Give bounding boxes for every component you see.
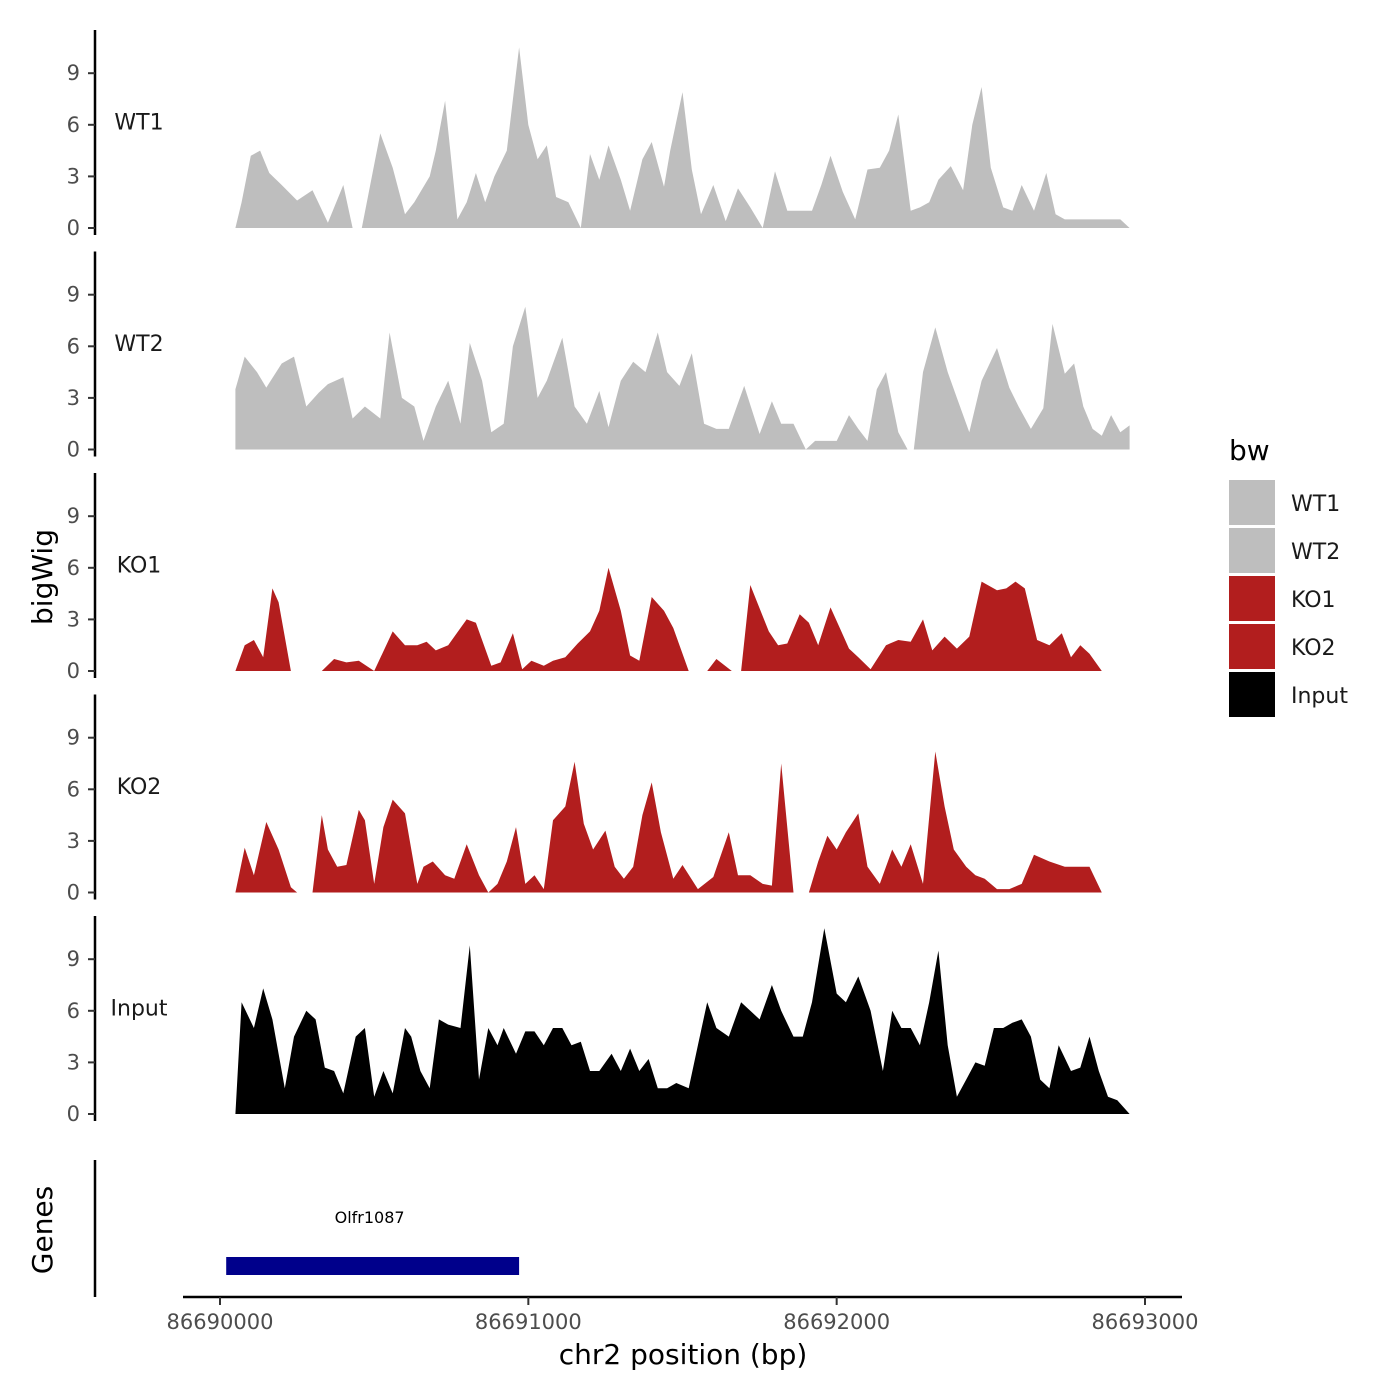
y-tick-label-wt1-0: 0 bbox=[67, 216, 80, 240]
y-tick-label-wt1-6: 6 bbox=[67, 113, 80, 137]
y-tick-label-ko1-0: 0 bbox=[67, 659, 80, 683]
genes-panel: Olfr1087 bbox=[93, 1160, 520, 1297]
y-tick-label-ko2-3: 3 bbox=[67, 829, 80, 853]
legend-label-input: Input bbox=[1291, 684, 1348, 709]
y-tick-label-wt2-9: 9 bbox=[67, 283, 80, 307]
legend-label-ko2: KO2 bbox=[1291, 636, 1336, 661]
x-tick-label-86690000: 86690000 bbox=[167, 1310, 274, 1334]
legend-key-input bbox=[1229, 672, 1275, 717]
y-tick-label-input-3: 3 bbox=[67, 1050, 80, 1074]
y-tick-label-wt1-3: 3 bbox=[67, 164, 80, 188]
legend-label-wt2: WT2 bbox=[1291, 540, 1340, 565]
legend: bw WT1 WT2 KO1 KO2 Input bbox=[1229, 434, 1348, 717]
track-ko2: 0 3 6 9 KO2 bbox=[67, 694, 1130, 905]
y-tick-label-ko1-9: 9 bbox=[67, 504, 80, 528]
gene-bar-olfr1087 bbox=[226, 1257, 520, 1275]
tracks-layer: 0 3 6 9 WT1 0 3 6 9 WT2 0 3 6 9 KO1 0 3 6 9 KO2 0 3 6 9 Input bbox=[67, 30, 1130, 1126]
genes-axis-title: Genes bbox=[26, 1186, 59, 1274]
legend-label-ko1: KO1 bbox=[1291, 588, 1336, 613]
area-wt2 bbox=[235, 306, 1130, 450]
x-tick-label-86693000: 86693000 bbox=[1092, 1310, 1199, 1334]
x-tick-label-86692000: 86692000 bbox=[783, 1310, 890, 1334]
y-tick-label-ko1-3: 3 bbox=[67, 607, 80, 631]
legend-key-ko1 bbox=[1229, 576, 1275, 621]
track-wt2: 0 3 6 9 WT2 bbox=[67, 251, 1130, 462]
y-tick-label-ko2-6: 6 bbox=[67, 777, 80, 801]
y-tick-label-ko2-0: 0 bbox=[67, 881, 80, 905]
area-input bbox=[235, 928, 1130, 1114]
y-tick-label-input-9: 9 bbox=[67, 947, 80, 971]
area-wt1 bbox=[235, 47, 1130, 229]
area-ko2 bbox=[235, 751, 1130, 893]
y-axis-title: bigWig bbox=[26, 529, 59, 625]
track-label-wt1: WT1 bbox=[114, 110, 163, 135]
y-tick-label-input-0: 0 bbox=[67, 1102, 80, 1126]
legend-key-ko2 bbox=[1229, 624, 1275, 669]
legend-key-wt2 bbox=[1229, 528, 1275, 573]
y-tick-label-ko1-6: 6 bbox=[67, 556, 80, 580]
track-label-ko1: KO1 bbox=[117, 553, 162, 578]
gene-label-olfr1087: Olfr1087 bbox=[335, 1208, 405, 1227]
y-tick-label-wt2-0: 0 bbox=[67, 438, 80, 462]
track-label-input: Input bbox=[111, 996, 168, 1021]
legend-key-wt1 bbox=[1229, 480, 1275, 525]
x-axis: 86690000 86691000 86692000 86693000 bbox=[167, 1295, 1199, 1334]
track-input: 0 3 6 9 Input bbox=[67, 916, 1130, 1126]
area-ko1 bbox=[235, 567, 1102, 671]
track-label-wt2: WT2 bbox=[114, 332, 163, 357]
y-tick-label-input-6: 6 bbox=[67, 999, 80, 1023]
y-tick-label-wt1-9: 9 bbox=[67, 61, 80, 85]
y-tick-label-wt2-6: 6 bbox=[67, 334, 80, 358]
track-label-ko2: KO2 bbox=[117, 775, 162, 800]
legend-title: bw bbox=[1229, 434, 1270, 467]
x-axis-title: chr2 position (bp) bbox=[559, 1338, 808, 1371]
track-ko1: 0 3 6 9 KO1 bbox=[67, 473, 1102, 683]
x-tick-label-86691000: 86691000 bbox=[475, 1310, 582, 1334]
legend-label-wt1: WT1 bbox=[1291, 492, 1340, 517]
y-tick-label-ko2-9: 9 bbox=[67, 726, 80, 750]
track-wt1: 0 3 6 9 WT1 bbox=[67, 30, 1130, 240]
y-tick-label-wt2-3: 3 bbox=[67, 386, 80, 410]
